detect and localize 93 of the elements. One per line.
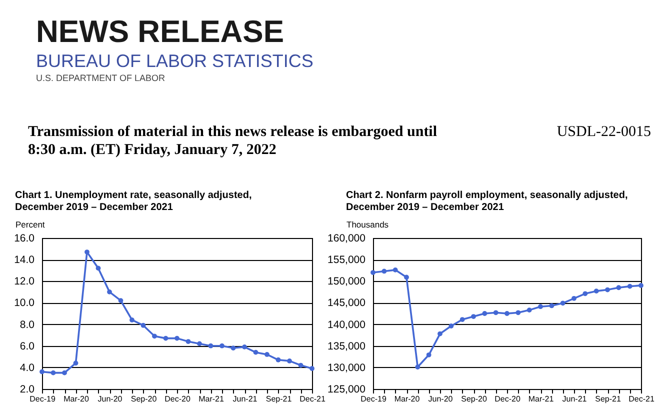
- point: [448, 324, 454, 328]
- x-tick-label: Jun-20: [428, 394, 454, 404]
- point: [594, 288, 599, 294]
- point: [460, 317, 465, 322]
- point: [230, 346, 236, 350]
- point: [404, 274, 409, 280]
- point: [516, 310, 521, 316]
- point: [186, 339, 191, 344]
- y-tick-label: 6.0: [20, 340, 35, 352]
- y-tick-label: 125,000: [328, 384, 366, 396]
- chart-title: Chart 1. Unemployment rate, seasonally adjusted, December 2019 – December 2021: [15, 190, 252, 213]
- point: [438, 331, 442, 336]
- point: [605, 287, 610, 292]
- text: NEWS RELEASE: [36, 14, 284, 49]
- y-tick-label: 12.0: [14, 276, 35, 288]
- point: [220, 343, 224, 348]
- point: [549, 303, 554, 308]
- point: [96, 266, 101, 271]
- point: [264, 352, 270, 357]
- y-tick-label: 4.0: [20, 362, 35, 374]
- x-tick-label: Sep-20: [130, 394, 158, 404]
- point: [197, 341, 202, 346]
- point: [493, 310, 498, 316]
- y-tick-label: 145,000: [328, 297, 366, 310]
- point: [287, 358, 292, 364]
- point: [140, 322, 146, 328]
- text: Transmission of material in this news release is embargoed until 8:30 a.m. (ET) Friday, January 7, 2022: [28, 124, 438, 158]
- point: [73, 360, 78, 366]
- x-tick-label: Dec-20: [164, 394, 191, 404]
- y-tick-label: 14.0: [14, 254, 35, 266]
- point: [560, 300, 566, 306]
- point: [242, 344, 247, 350]
- y-axis-title: Percent: [16, 220, 46, 230]
- x-tick-label: Mar-21: [198, 394, 224, 404]
- point: [130, 318, 134, 322]
- x-tick-label: Sep-21: [595, 394, 622, 404]
- y-tick-label: 155,000: [328, 254, 366, 266]
- point: [504, 311, 510, 316]
- x-tick-label: Jun-21: [232, 394, 258, 404]
- point: [310, 366, 314, 371]
- x-tick-label: Jun-20: [98, 394, 123, 404]
- point: [426, 352, 432, 358]
- point: [526, 308, 532, 312]
- point: [253, 350, 258, 355]
- x-tick-label: Dec-19: [30, 394, 56, 404]
- point: [627, 284, 632, 289]
- point: [208, 343, 214, 348]
- point: [107, 289, 112, 294]
- y-tick-label: 10.0: [14, 297, 35, 310]
- x-tick-label: Jun-21: [562, 394, 588, 404]
- x-tick-label: Sep-21: [266, 394, 292, 404]
- y-tick-label: 130,000: [328, 362, 366, 374]
- point: [163, 336, 168, 341]
- point: [40, 369, 44, 374]
- point: [538, 304, 543, 310]
- x-tick-label: Dec-20: [494, 394, 521, 404]
- point: [572, 296, 576, 301]
- x-tick-label: Mar-20: [64, 394, 90, 404]
- point: [298, 362, 304, 368]
- point: [482, 311, 488, 316]
- y-tick-label: 16.0: [14, 232, 35, 244]
- text: USDL-22-0015: [556, 124, 651, 140]
- point: [415, 364, 420, 370]
- point: [276, 357, 281, 362]
- x-tick-label: Dec-21: [628, 394, 655, 404]
- x-tick-label: Sep-20: [461, 394, 488, 404]
- y-axis-title: Thousands: [346, 220, 389, 230]
- chart-title: Chart 2. Nonfarm payroll employment, seasonally adjusted, December 2019 – December 2021: [346, 190, 628, 213]
- point: [118, 298, 124, 303]
- point: [152, 334, 157, 339]
- point: [84, 250, 90, 254]
- y-tick-label: 160,000: [328, 232, 366, 244]
- point: [616, 285, 622, 290]
- point: [471, 314, 476, 319]
- text: BUREAU OF LABOR STATISTICS: [36, 51, 314, 71]
- x-tick-label: Dec-21: [300, 394, 326, 404]
- point: [582, 291, 588, 296]
- y-tick-label: 140,000: [328, 318, 366, 331]
- point: [382, 268, 387, 274]
- point: [174, 336, 180, 341]
- y-tick-label: 2.0: [20, 384, 35, 396]
- x-tick-label: Mar-20: [394, 394, 420, 404]
- point: [50, 370, 56, 376]
- point: [62, 370, 67, 376]
- x-tick-label: Mar-21: [528, 394, 554, 404]
- point: [392, 267, 398, 272]
- text: U.S. DEPARTMENT OF LABOR: [36, 73, 166, 83]
- point: [370, 270, 376, 275]
- y-tick-label: 135,000: [328, 340, 366, 352]
- y-tick-label: 8.0: [20, 318, 35, 331]
- point: [638, 283, 644, 288]
- x-tick-label: Dec-19: [360, 394, 387, 404]
- y-tick-label: 150,000: [328, 276, 366, 288]
